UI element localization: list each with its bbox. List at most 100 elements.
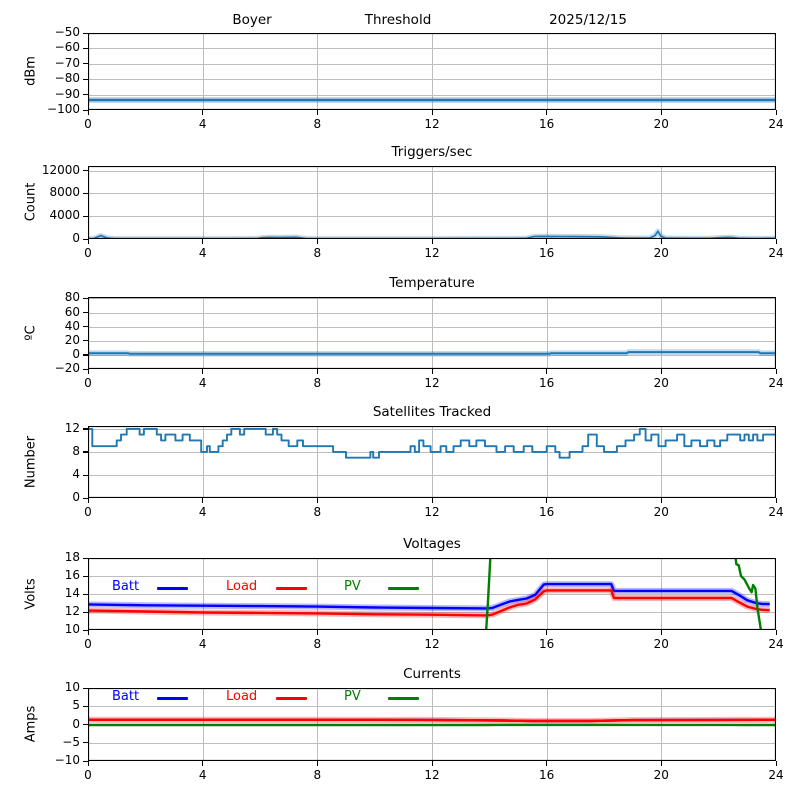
- axes-spine: [88, 297, 776, 369]
- y-tick-label: 14: [64, 586, 80, 600]
- x-tick-label: 4: [198, 505, 207, 519]
- x-tick-label: 20: [653, 376, 669, 390]
- y-tick-mark: [83, 724, 88, 726]
- legend-swatch-load: [276, 587, 307, 590]
- y-tick-label: −90: [54, 86, 80, 101]
- y-tick-label: 4: [72, 467, 80, 481]
- x-tick-mark: [431, 369, 433, 374]
- y-tick-mark: [83, 340, 88, 342]
- x-tick-mark: [660, 761, 662, 766]
- axes-spine: [88, 33, 776, 110]
- x-tick-label: 0: [84, 246, 92, 260]
- x-tick-label: 8: [313, 505, 322, 519]
- x-tick-mark: [202, 110, 204, 115]
- x-tick-label: 16: [539, 117, 555, 131]
- y-tick-label: 0: [72, 231, 80, 245]
- y-tick-label: −100: [47, 102, 80, 116]
- legend-label-load: Load: [226, 689, 258, 704]
- x-tick-label: 24: [768, 637, 784, 651]
- y-tick-mark: [83, 428, 88, 430]
- x-tick-mark: [775, 110, 777, 115]
- chart-title-currents: Currents: [403, 666, 461, 682]
- x-tick-mark: [316, 630, 318, 635]
- x-tick-mark: [87, 498, 89, 503]
- x-tick-mark: [316, 369, 318, 374]
- x-tick-mark: [546, 239, 548, 244]
- axes-spine: [88, 558, 776, 630]
- x-tick-mark: [660, 498, 662, 503]
- y-tick-mark: [83, 326, 88, 328]
- y-tick-mark: [83, 760, 88, 762]
- x-tick-label: 12: [424, 768, 440, 782]
- x-tick-label: 4: [198, 768, 207, 782]
- y-tick-mark: [83, 474, 88, 476]
- series-temperature-c: [88, 351, 776, 355]
- y-tick-mark: [83, 354, 88, 356]
- plot-area-signal: [88, 33, 776, 110]
- y-tick-mark: [83, 78, 88, 80]
- x-tick-label: 20: [653, 117, 669, 131]
- x-tick-mark: [775, 498, 777, 503]
- y-tick-mark: [83, 63, 88, 65]
- y-tick-mark: [83, 368, 88, 370]
- y-tick-mark: [83, 611, 88, 613]
- y-tick-label: 5: [72, 698, 80, 713]
- series-batt-voltage: [88, 582, 770, 610]
- legend-swatch-load: [276, 697, 307, 700]
- x-tick-label: 12: [424, 117, 440, 131]
- y-tick-label: 20: [64, 332, 80, 347]
- legend-swatch-batt: [157, 697, 188, 700]
- x-tick-mark: [202, 369, 204, 374]
- y-tick-label: 0: [72, 346, 80, 361]
- x-tick-mark: [316, 761, 318, 766]
- y-tick-label: 8: [72, 443, 80, 458]
- y-tick-mark: [83, 705, 88, 707]
- x-tick-label: 0: [84, 376, 92, 390]
- y-tick-mark: [83, 312, 88, 314]
- x-tick-label: 20: [653, 505, 669, 519]
- y-tick-label: 0: [72, 490, 80, 504]
- y-tick-label: 12: [64, 604, 80, 618]
- x-tick-label: 0: [84, 768, 92, 782]
- y-tick-mark: [83, 297, 88, 300]
- y-tick-label: 10: [64, 680, 80, 694]
- y-tick-mark: [83, 109, 88, 111]
- x-tick-label: 4: [198, 637, 207, 651]
- series-load-current: [88, 718, 776, 723]
- x-tick-label: 16: [539, 246, 555, 260]
- x-tick-mark: [660, 239, 662, 244]
- x-tick-label: 16: [539, 768, 555, 782]
- y-tick-label: −70: [54, 55, 80, 70]
- y-tick-label: 8000: [49, 185, 80, 200]
- series-satellites-count: [88, 427, 776, 459]
- x-tick-mark: [431, 110, 433, 115]
- x-tick-mark: [87, 761, 89, 766]
- y-tick-mark: [83, 238, 88, 240]
- x-tick-mark: [202, 239, 204, 244]
- x-tick-label: 4: [198, 376, 207, 390]
- y-tick-label: −60: [54, 40, 80, 55]
- x-tick-label: 20: [653, 768, 669, 782]
- axes-spine: [88, 688, 776, 761]
- y-tick-label: 60: [64, 304, 80, 319]
- y-tick-label: 40: [64, 318, 80, 333]
- y-tick-mark: [83, 497, 88, 499]
- y-tick-label: 80: [64, 290, 80, 305]
- legend-swatch-batt: [157, 587, 188, 590]
- x-tick-label: 16: [539, 376, 555, 390]
- y-tick-mark: [83, 742, 88, 744]
- x-tick-label: 0: [84, 505, 92, 519]
- y-tick-mark: [83, 94, 88, 96]
- y-tick-mark: [83, 47, 88, 50]
- legend-swatch-pv: [388, 697, 419, 700]
- x-tick-mark: [546, 110, 548, 115]
- y-tick-mark: [83, 170, 88, 172]
- x-tick-label: 24: [768, 505, 784, 519]
- station-name: Boyer: [232, 12, 272, 28]
- y-tick-mark: [83, 192, 88, 195]
- y-tick-label: −10: [54, 753, 80, 767]
- x-tick-label: 4: [198, 246, 207, 260]
- x-tick-mark: [316, 110, 318, 115]
- series-pv-voltage: [484, 558, 763, 630]
- x-tick-label: 24: [768, 117, 784, 131]
